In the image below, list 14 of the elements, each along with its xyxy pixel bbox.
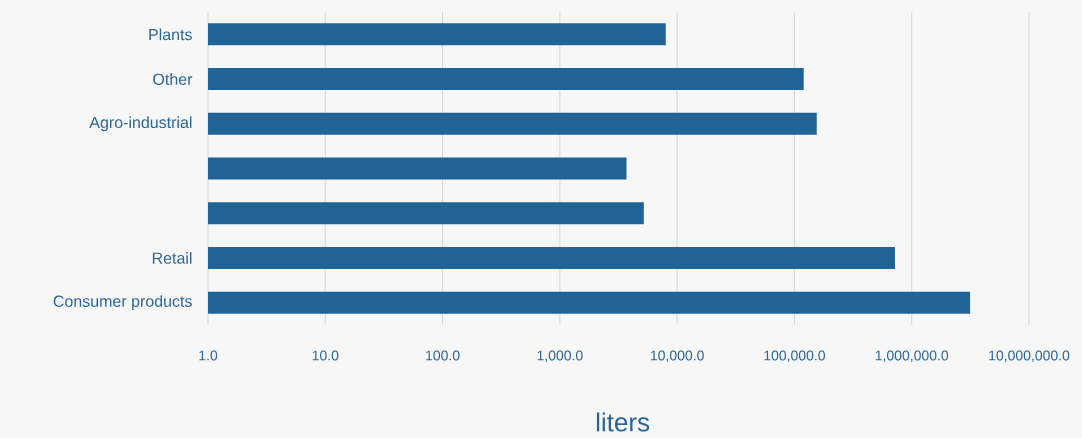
y-tick-label: Agro-industrial — [89, 116, 192, 132]
x-tick-label: 10,000,000.0 — [989, 350, 1070, 363]
x-tick-label: 1,000,000.0 — [875, 350, 949, 363]
x-tick-label: 1,000.0 — [537, 350, 583, 363]
x-tick-label: 10.0 — [312, 350, 339, 361]
y-tick-label: Plants — [149, 28, 192, 41]
y-tick-label: Consumer products — [53, 295, 192, 311]
x-tick-label: 1.0 — [199, 350, 218, 361]
x-axis-title: liters — [596, 412, 650, 432]
y-tick-label: Other — [153, 73, 193, 85]
x-tick-label: 100.0 — [426, 350, 460, 361]
x-tick-label: 100,000.0 — [764, 350, 826, 363]
x-tick-label: 10,000.0 — [650, 350, 704, 363]
y-tick-label: Retail — [152, 252, 192, 264]
